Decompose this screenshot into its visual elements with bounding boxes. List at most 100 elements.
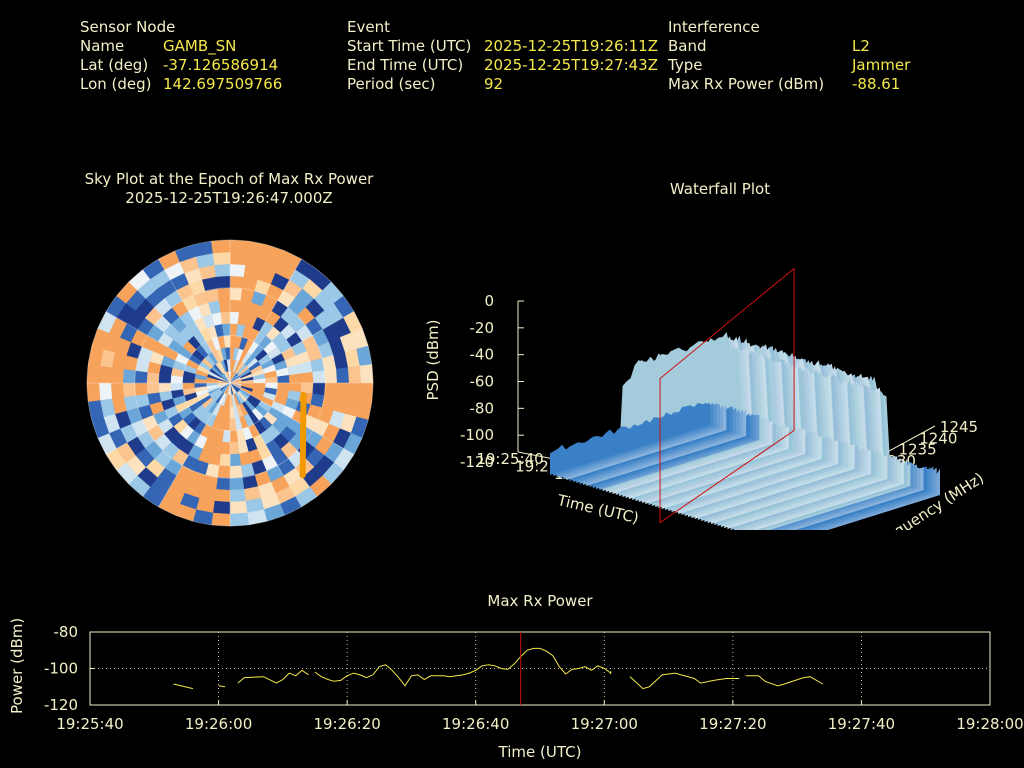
- power-series-segment: [745, 675, 824, 687]
- sky-cell: [229, 500, 248, 515]
- sky-cell: [229, 287, 243, 301]
- sky-cell: [134, 370, 148, 384]
- sky-azimuth-spoke: [229, 311, 355, 384]
- x-tick-label: 19:26:40: [442, 715, 509, 733]
- event-period-value: 92: [484, 75, 504, 93]
- sky-cell: [146, 371, 160, 384]
- sky-cell: [347, 382, 362, 401]
- interference-type-label: Type: [668, 56, 703, 74]
- sky-elevation-ring: [86, 239, 374, 527]
- waterfall-slice: [550, 403, 710, 475]
- sensor-name-value: GAMB_SN: [163, 37, 237, 55]
- sky-cell: [146, 382, 160, 395]
- sky-cell: [218, 453, 231, 467]
- x-tick-label: 19:27:00: [571, 715, 638, 733]
- sensor-node-title: Sensor Node: [80, 18, 176, 36]
- sky-azimuth-spoke: [105, 382, 231, 455]
- sky-cell: [211, 512, 231, 527]
- power-axis-label: Power (dBm): [8, 617, 26, 714]
- sky-cell: [220, 311, 231, 325]
- sky-plot: [86, 239, 374, 527]
- sky-cell: [277, 374, 290, 384]
- sky-cell: [324, 382, 338, 398]
- power-series-segment: [237, 669, 309, 684]
- sky-cell: [359, 382, 374, 402]
- waterfall-z-tick-label: -100: [460, 426, 494, 444]
- sky-cell: [214, 263, 231, 277]
- sky-cell: [347, 365, 362, 384]
- plot-frame: [89, 631, 991, 706]
- event-title: Event: [347, 18, 390, 36]
- x-tick-label: 19:27:20: [699, 715, 766, 733]
- sky-cell: [218, 299, 231, 313]
- sky-cell: [134, 382, 148, 396]
- power-series-segment: [218, 685, 226, 688]
- sky-cell: [212, 251, 231, 266]
- sky-cell: [86, 382, 101, 402]
- x-tick-label: 19:27:40: [828, 715, 895, 733]
- waterfall-title: Waterfall Plot: [669, 180, 771, 198]
- event-end-value: 2025-12-25T19:27:43Z: [484, 56, 658, 74]
- interference-band-value: L2: [852, 37, 870, 55]
- sky-cell: [359, 364, 374, 384]
- waterfall-z-tick-label: 0: [484, 292, 494, 310]
- sky-cell: [229, 239, 249, 254]
- sky-azimuth-spoke: [158, 258, 231, 384]
- sky-cell: [229, 441, 240, 455]
- sky-cell: [110, 382, 124, 399]
- sky-cell: [217, 287, 231, 301]
- waterfall-epoch-plane: [659, 267, 795, 524]
- y-tick-label: -120: [44, 696, 78, 714]
- x-tick-label: 19:26:00: [185, 715, 252, 733]
- sky-cell: [214, 489, 231, 503]
- interference-direction-highlight: [299, 391, 307, 479]
- sky-cell: [86, 364, 101, 384]
- waterfall-plot: PSD (dBm) Time (UTC) Frequency (MHz) 0-2…: [424, 267, 987, 530]
- y-tick-label: -80: [54, 623, 79, 641]
- sky-azimuth-spoke: [229, 382, 302, 508]
- waterfall-z-tick-label: -40: [470, 346, 495, 364]
- event-end-label: End Time (UTC): [347, 56, 464, 74]
- power-series-segment: [629, 672, 740, 690]
- sky-cell: [229, 489, 246, 503]
- sky-cell: [229, 477, 245, 491]
- sky-cell: [215, 275, 231, 289]
- sky-cell: [229, 430, 239, 443]
- interference-power-label: Max Rx Power (dBm): [668, 75, 825, 93]
- interference-power-value: -88.61: [852, 75, 901, 93]
- waterfall-z-tick-label: -60: [470, 373, 495, 391]
- sky-cell: [122, 382, 136, 398]
- sky-cell: [229, 263, 246, 277]
- sky-cell: [212, 500, 231, 515]
- sky-cell: [110, 367, 124, 384]
- waterfall-time-tick-label: 19:25:40: [476, 450, 543, 468]
- sensor-lat-label: Lat (deg): [80, 56, 149, 74]
- y-tick-label: -100: [44, 660, 78, 678]
- event-period-label: Period (sec): [347, 75, 436, 93]
- sky-cell: [229, 512, 249, 527]
- waterfall-freq-tick-label: 1240: [919, 429, 957, 447]
- time-axis-label: Time (UTC): [498, 743, 582, 761]
- sky-cell: [288, 373, 302, 384]
- sensor-lon-value: 142.697509766: [163, 75, 283, 93]
- x-tick-label: 19:28:00: [956, 715, 1023, 733]
- sky-cell: [217, 465, 231, 479]
- sky-cell: [122, 368, 136, 384]
- sky-cell: [312, 370, 326, 384]
- sky-cell: [229, 251, 248, 266]
- max-rx-power-title: Max Rx Power: [487, 592, 593, 610]
- waterfall-z-axis-label: PSD (dBm): [424, 319, 442, 400]
- power-series-segment: [314, 647, 611, 687]
- sky-cell: [324, 368, 338, 384]
- sky-azimuth-spoke: [229, 258, 302, 384]
- sky-cell: [229, 465, 243, 479]
- sky-cell: [336, 382, 350, 399]
- waterfall-freq-tick-label: 1235: [898, 441, 936, 459]
- waterfall-z-tick-label: -80: [470, 399, 495, 417]
- sky-cell: [221, 323, 231, 336]
- sky-cell: [158, 382, 172, 393]
- max-rx-power-chart: 19:25:40 19:26:00 19:26:20 19:26:40 19:27:00…: [44, 623, 1024, 733]
- sky-elevation-ring: [181, 334, 279, 432]
- sky-cell: [229, 453, 242, 467]
- sky-azimuth-spoke: [105, 311, 231, 384]
